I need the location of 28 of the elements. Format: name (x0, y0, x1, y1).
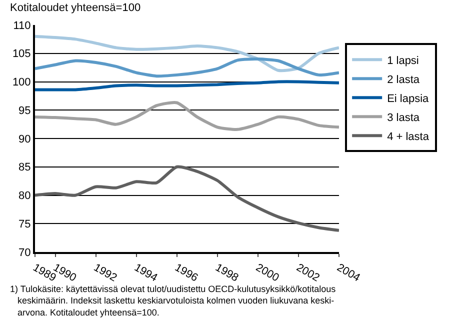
legend-label: Ei lapsia (387, 92, 430, 105)
line-series (35, 34, 339, 72)
y-tick-label: 95 (18, 104, 31, 117)
y-tick-label: 90 (18, 133, 31, 146)
text: 1) Tulokäsite: käytettävissä olevat tulot/uudistettu OECD-kulutusyksikkö/kotitalous keskimäärin. Indeksit laskettu keskiarvotuloista kolmen vuoden liukuvana keski- arvona. Kotitaloudet yhteensä=100. (10, 284, 336, 318)
line-series (35, 165, 339, 232)
y-tick-label: 100 (12, 76, 31, 89)
x-tick-label: 1992 (92, 262, 119, 284)
y-tick-label: 80 (18, 190, 31, 202)
x-tick-label: 2004 (334, 262, 362, 284)
y-tick-label: 85 (18, 162, 31, 174)
x-tick-label: 1996 (172, 262, 200, 284)
x-tick-label: 2002 (294, 262, 322, 284)
y-tick-label: 70 (18, 246, 31, 259)
y-tick-label: 75 (18, 218, 31, 230)
legend-label: 3 lasta (387, 112, 420, 124)
legend-label: 4 + lasta (387, 130, 430, 143)
y-tick-label: 105 (12, 48, 31, 60)
legend-label: 1 lapsi (387, 54, 419, 67)
legend-label: 2 lasta (387, 74, 420, 86)
line-series (35, 80, 339, 92)
x-tick-label: 2000 (254, 262, 281, 284)
x-tick-label: 1998 (213, 262, 240, 284)
x-tick-label: 1994 (132, 262, 160, 284)
line-series (35, 101, 339, 131)
y-axis-title: Kotitaloudet yhteensä=100 (10, 2, 141, 14)
y-tick-label: 110 (13, 20, 31, 32)
line-series (35, 58, 339, 78)
